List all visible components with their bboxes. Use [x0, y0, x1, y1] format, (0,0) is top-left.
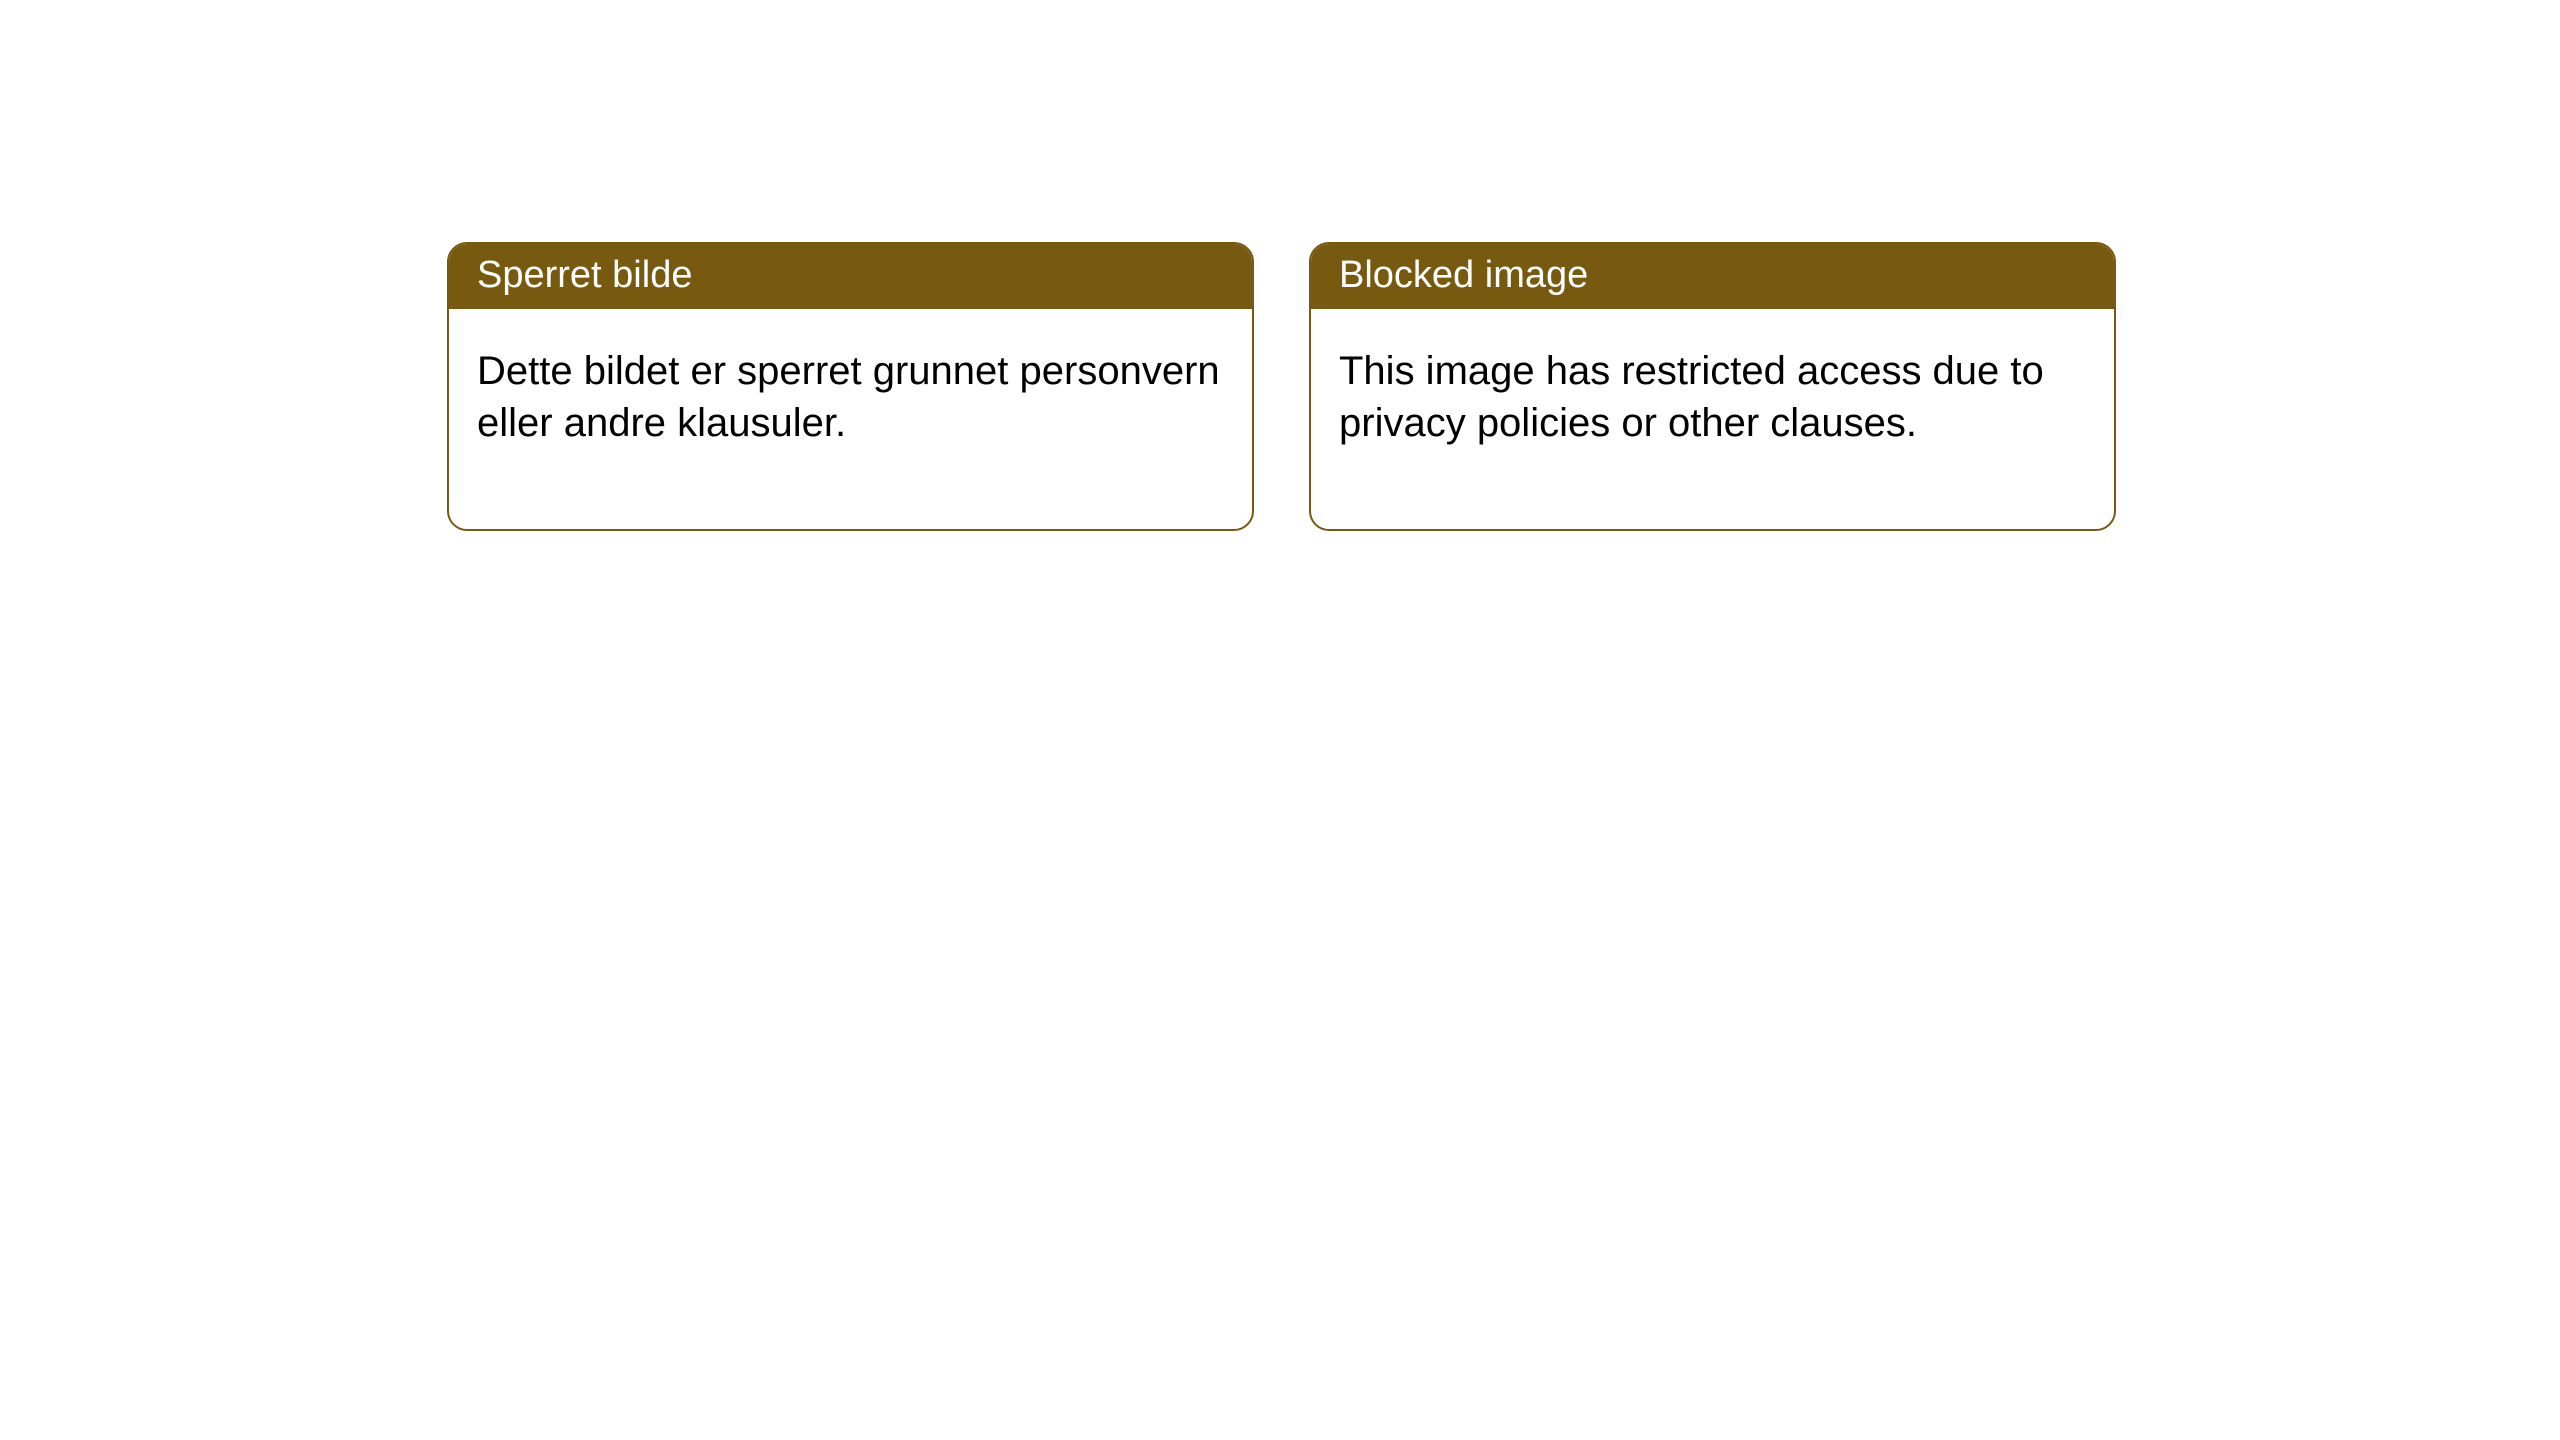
card-body: This image has restricted access due to …	[1311, 309, 2114, 529]
card-body-text: Dette bildet er sperret grunnet personve…	[477, 349, 1220, 445]
card-header: Sperret bilde	[449, 244, 1252, 309]
card-title: Blocked image	[1339, 254, 1588, 296]
notice-container: Sperret bilde Dette bildet er sperret gr…	[0, 0, 2560, 531]
card-header: Blocked image	[1311, 244, 2114, 309]
card-body: Dette bildet er sperret grunnet personve…	[449, 309, 1252, 529]
blocked-image-card-no: Sperret bilde Dette bildet er sperret gr…	[447, 242, 1254, 531]
blocked-image-card-en: Blocked image This image has restricted …	[1309, 242, 2116, 531]
card-title: Sperret bilde	[477, 254, 692, 296]
card-body-text: This image has restricted access due to …	[1339, 349, 2044, 445]
